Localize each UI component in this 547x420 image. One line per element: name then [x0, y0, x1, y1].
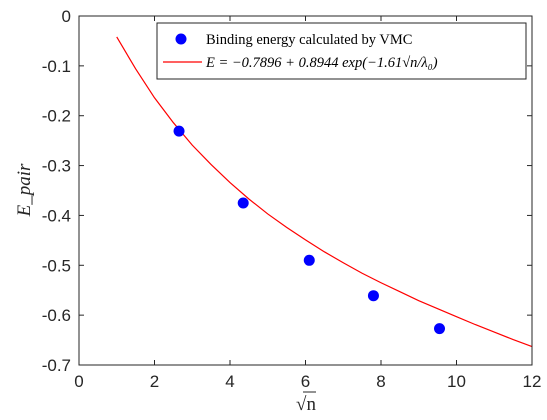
y-tick-label: -0.5	[42, 256, 71, 275]
vmc-point	[368, 290, 379, 301]
y-tick-label: -0.1	[42, 57, 71, 76]
x-tick-label: 6	[301, 372, 310, 391]
y-tick-label: -0.4	[42, 206, 71, 225]
x-tick-label: 8	[376, 372, 385, 391]
x-tick-label: 12	[523, 372, 542, 391]
y-tick-label: -0.2	[42, 107, 71, 126]
vmc-point	[238, 197, 249, 208]
x-axis-label-text: √n	[296, 394, 316, 415]
legend-marker-vmc	[176, 34, 187, 45]
legend: Binding energy calculated by VMC E = −0.…	[157, 23, 526, 79]
x-tick-label: 2	[150, 372, 159, 391]
y-tick-label: -0.3	[42, 157, 71, 176]
vmc-point	[174, 126, 185, 137]
y-axis-label: E_pair	[14, 163, 35, 217]
x-tick-label: 4	[225, 372, 234, 391]
vmc-point	[434, 323, 445, 334]
y-tick-label: 0	[62, 7, 71, 26]
x-axis-label: √n	[296, 394, 316, 415]
vmc-point	[304, 255, 315, 266]
y-tick-label: -0.7	[42, 356, 71, 375]
x-tick-label: 0	[74, 372, 83, 391]
y-tick-label: -0.6	[42, 306, 71, 325]
x-tick-label: 10	[447, 372, 466, 391]
legend-label-vmc: Binding energy calculated by VMC	[206, 32, 412, 48]
legend-label-fit: E = −0.7896 + 0.8944 exp(−1.61√n/λ₀)	[205, 55, 438, 71]
